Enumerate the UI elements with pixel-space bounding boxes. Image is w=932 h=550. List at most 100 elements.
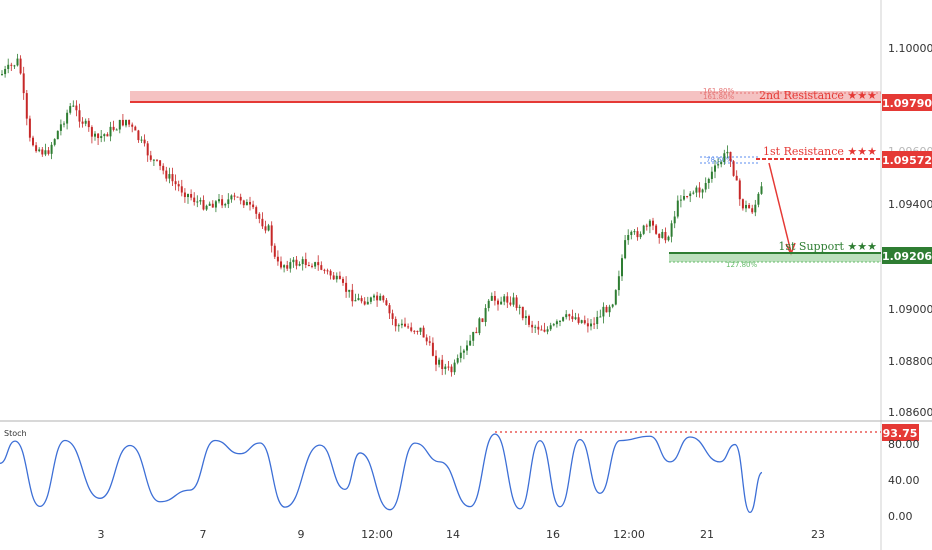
x-tick: 12:00 [361, 528, 393, 541]
support1-zone [669, 253, 881, 262]
resistance2-fib-label: 161.80% [703, 87, 734, 95]
stoch-title: Stoch [4, 429, 27, 438]
candle-body [453, 362, 456, 373]
candle-body [239, 196, 242, 201]
candle-body [100, 136, 103, 139]
x-tick: 7 [200, 528, 207, 541]
candle-body [466, 345, 468, 351]
candle-body [276, 256, 279, 262]
candle-body [655, 225, 658, 234]
candle-body [78, 110, 81, 122]
candle-body [636, 231, 639, 238]
candle-body [689, 193, 692, 197]
candle-body [683, 196, 685, 200]
candle-body [230, 195, 233, 200]
candle-body [621, 258, 623, 277]
candle-body [444, 366, 447, 370]
candle-body [245, 201, 248, 206]
resistance2-label: 2nd Resistance ★★★ [759, 89, 877, 102]
candles-group [1, 53, 763, 377]
candle-body [115, 129, 118, 131]
candle-body [38, 149, 41, 152]
candle-body [258, 213, 261, 219]
candle-body [106, 134, 109, 137]
stoch-level-tag-text: 93.75 [883, 427, 918, 440]
candle-body [673, 216, 676, 224]
candle-body [568, 314, 571, 317]
candle-body [738, 180, 741, 200]
candle-body [75, 105, 78, 111]
candle-body [168, 174, 171, 179]
candle-body [379, 295, 382, 301]
candle-body [131, 124, 134, 127]
candle-body [757, 193, 760, 205]
support1-tag [882, 247, 932, 264]
candle-body [605, 306, 608, 313]
candle-body [614, 290, 617, 305]
price-tick: 1.09000 [888, 303, 932, 316]
candle-body [208, 203, 211, 206]
candle-body [735, 175, 738, 181]
candle-body [183, 192, 186, 198]
candle-body [652, 220, 654, 226]
x-tick: 23 [811, 528, 825, 541]
candle-body [304, 259, 307, 265]
candle-body [369, 297, 372, 302]
candle-body [441, 359, 444, 370]
candle-body [664, 231, 667, 241]
candle-body [320, 265, 323, 270]
candle-body [422, 327, 425, 338]
candle-body [704, 183, 707, 190]
candle-body [140, 139, 143, 141]
candle-body [174, 181, 177, 185]
candle-body [199, 200, 202, 202]
candle-body [134, 126, 137, 131]
candle-body [431, 342, 434, 356]
candle-body [314, 262, 317, 267]
candle-body [698, 187, 701, 193]
candle-body [435, 355, 437, 365]
candle-body [59, 124, 62, 131]
candle-body [506, 296, 509, 303]
candle-body [56, 130, 59, 140]
candle-body [307, 264, 310, 266]
candle-body [187, 194, 189, 198]
candle-body [137, 130, 140, 141]
candle-body [41, 149, 44, 155]
candle-body [19, 58, 22, 74]
candle-body [376, 295, 379, 301]
candle-body [487, 300, 490, 309]
x-tick: 16 [546, 528, 560, 541]
stoch-level-tag [882, 424, 919, 441]
projection-arrow [768, 162, 792, 253]
candle-body [360, 298, 363, 302]
candle-body [416, 330, 419, 332]
candle-body [394, 318, 397, 327]
candle-body [493, 295, 496, 301]
candle-body [599, 316, 602, 318]
candle-body [63, 123, 65, 125]
candle-body [326, 270, 329, 272]
candle-body [617, 276, 620, 291]
price-tick: 1.10000 [888, 42, 932, 55]
candle-body [521, 306, 524, 319]
candle-body [280, 261, 282, 268]
candle-body [162, 165, 165, 171]
candle-body [221, 199, 224, 206]
candle-body [388, 305, 391, 314]
candle-body [159, 160, 162, 166]
candle-body [586, 323, 589, 327]
candle-body [218, 199, 220, 202]
candle-body [286, 265, 289, 269]
candle-body [419, 327, 422, 332]
candle-body [456, 358, 459, 363]
candle-body [35, 145, 38, 152]
candle-body [729, 151, 732, 162]
candle-body [583, 320, 586, 324]
candle-body [366, 301, 369, 305]
candle-body [751, 208, 754, 213]
candle-body [171, 174, 174, 182]
candle-body [72, 105, 75, 107]
candle-body [404, 323, 406, 327]
